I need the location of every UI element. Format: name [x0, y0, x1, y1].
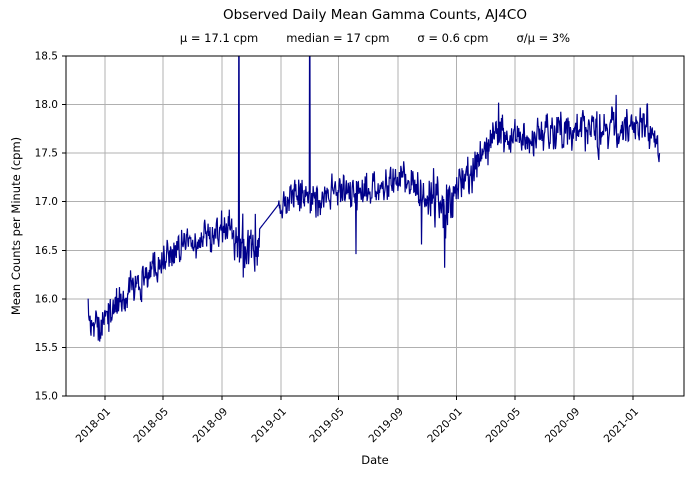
x-tick-label: 2020-01	[425, 406, 465, 446]
plot-border	[65, 55, 685, 397]
y-tick-label: 18.5	[35, 51, 58, 63]
x-tick-label: 2018-01	[74, 406, 114, 446]
stat-mean: μ = 17.1 cpm	[179, 31, 259, 45]
stat-sigma: σ = 0.6 cpm	[417, 31, 489, 45]
y-tick-label: 17.0	[35, 196, 58, 208]
y-tick-label: 16.5	[35, 245, 58, 257]
x-tick-label: 2018-05	[131, 406, 171, 446]
x-tick-label: 2019-01	[249, 406, 289, 446]
y-axis-label: Mean Counts per Minute (cpm)	[9, 137, 23, 315]
x-tick-label: 2020-05	[484, 406, 524, 446]
x-tick-label: 2019-05	[307, 406, 347, 446]
y-tick-label: 16.0	[35, 293, 58, 305]
gamma-series-line	[87, 56, 661, 342]
x-tick-label: 2021-01	[602, 406, 642, 446]
y-tick-label: 18.0	[35, 99, 58, 111]
stat-sigma-over-mu: σ/μ = 3%	[516, 31, 571, 45]
y-tick-label: 15.5	[35, 342, 58, 354]
x-axis-label: Date	[361, 453, 389, 467]
x-tick-label: 2020-09	[543, 406, 583, 446]
stat-median: median = 17 cpm	[286, 31, 390, 45]
chart-stats-line: μ = 17.1 cpm median = 17 cpm σ = 0.6 cpm…	[66, 31, 684, 46]
y-tick-label: 15.0	[35, 391, 58, 403]
chart-title: Observed Daily Mean Gamma Counts, AJ4CO	[223, 7, 527, 23]
y-tick-label: 17.5	[35, 148, 58, 160]
x-tick-label: 2018-09	[191, 406, 231, 446]
x-tick-label: 2019-09	[367, 406, 407, 446]
